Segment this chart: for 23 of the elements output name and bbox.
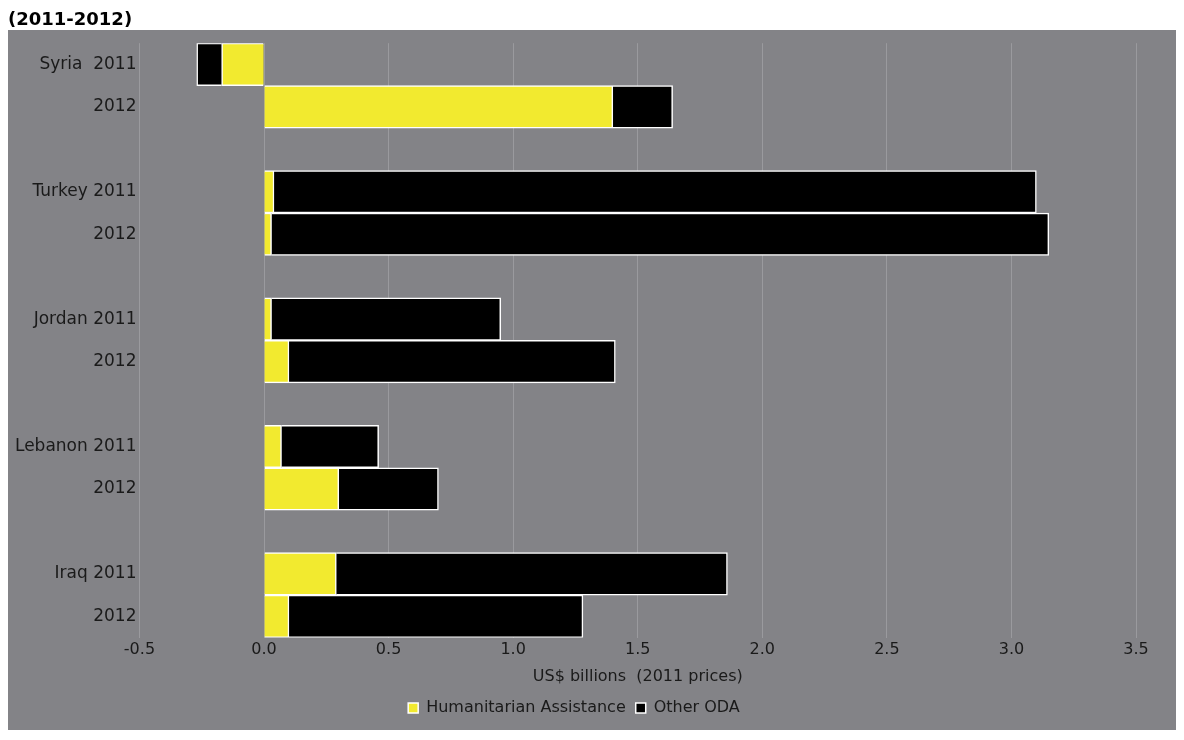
x-tick-label: -0.5 [123, 639, 156, 659]
x-tick-label: 0.0 [251, 639, 277, 659]
y-tick-label: 2012 [93, 604, 137, 625]
y-tick-label: Lebanon 2011 [14, 434, 137, 455]
x-tick-label: 2.5 [874, 639, 900, 659]
chart-title: (2011-2012) [8, 8, 134, 30]
y-tick-label: 2012 [93, 350, 137, 371]
x-axis-title: US$ billions (2011 prices) [532, 665, 743, 685]
y-tick-label: Jordan 2011 [32, 307, 137, 328]
x-tick-label: 3.0 [998, 639, 1025, 659]
x-tick-label: 1.0 [500, 639, 526, 659]
y-tick-label: Iraq 2011 [54, 562, 137, 583]
y-tick-label: 2012 [93, 95, 137, 116]
x-tick-label: 2.0 [749, 639, 776, 659]
x-tick-label: 1.5 [625, 639, 651, 659]
y-tick-label: Syria 2011 [39, 52, 137, 73]
legend-label: Other ODA [653, 697, 740, 717]
x-tick-label: 0.5 [375, 639, 402, 659]
legend-label: Humanitarian Assistance [426, 697, 626, 717]
x-tick-label: 3.5 [1123, 639, 1149, 659]
y-tick-label: 2012 [93, 477, 137, 498]
y-tick-label: 2012 [93, 222, 137, 243]
y-tick-label: Turkey 2011 [31, 180, 137, 201]
